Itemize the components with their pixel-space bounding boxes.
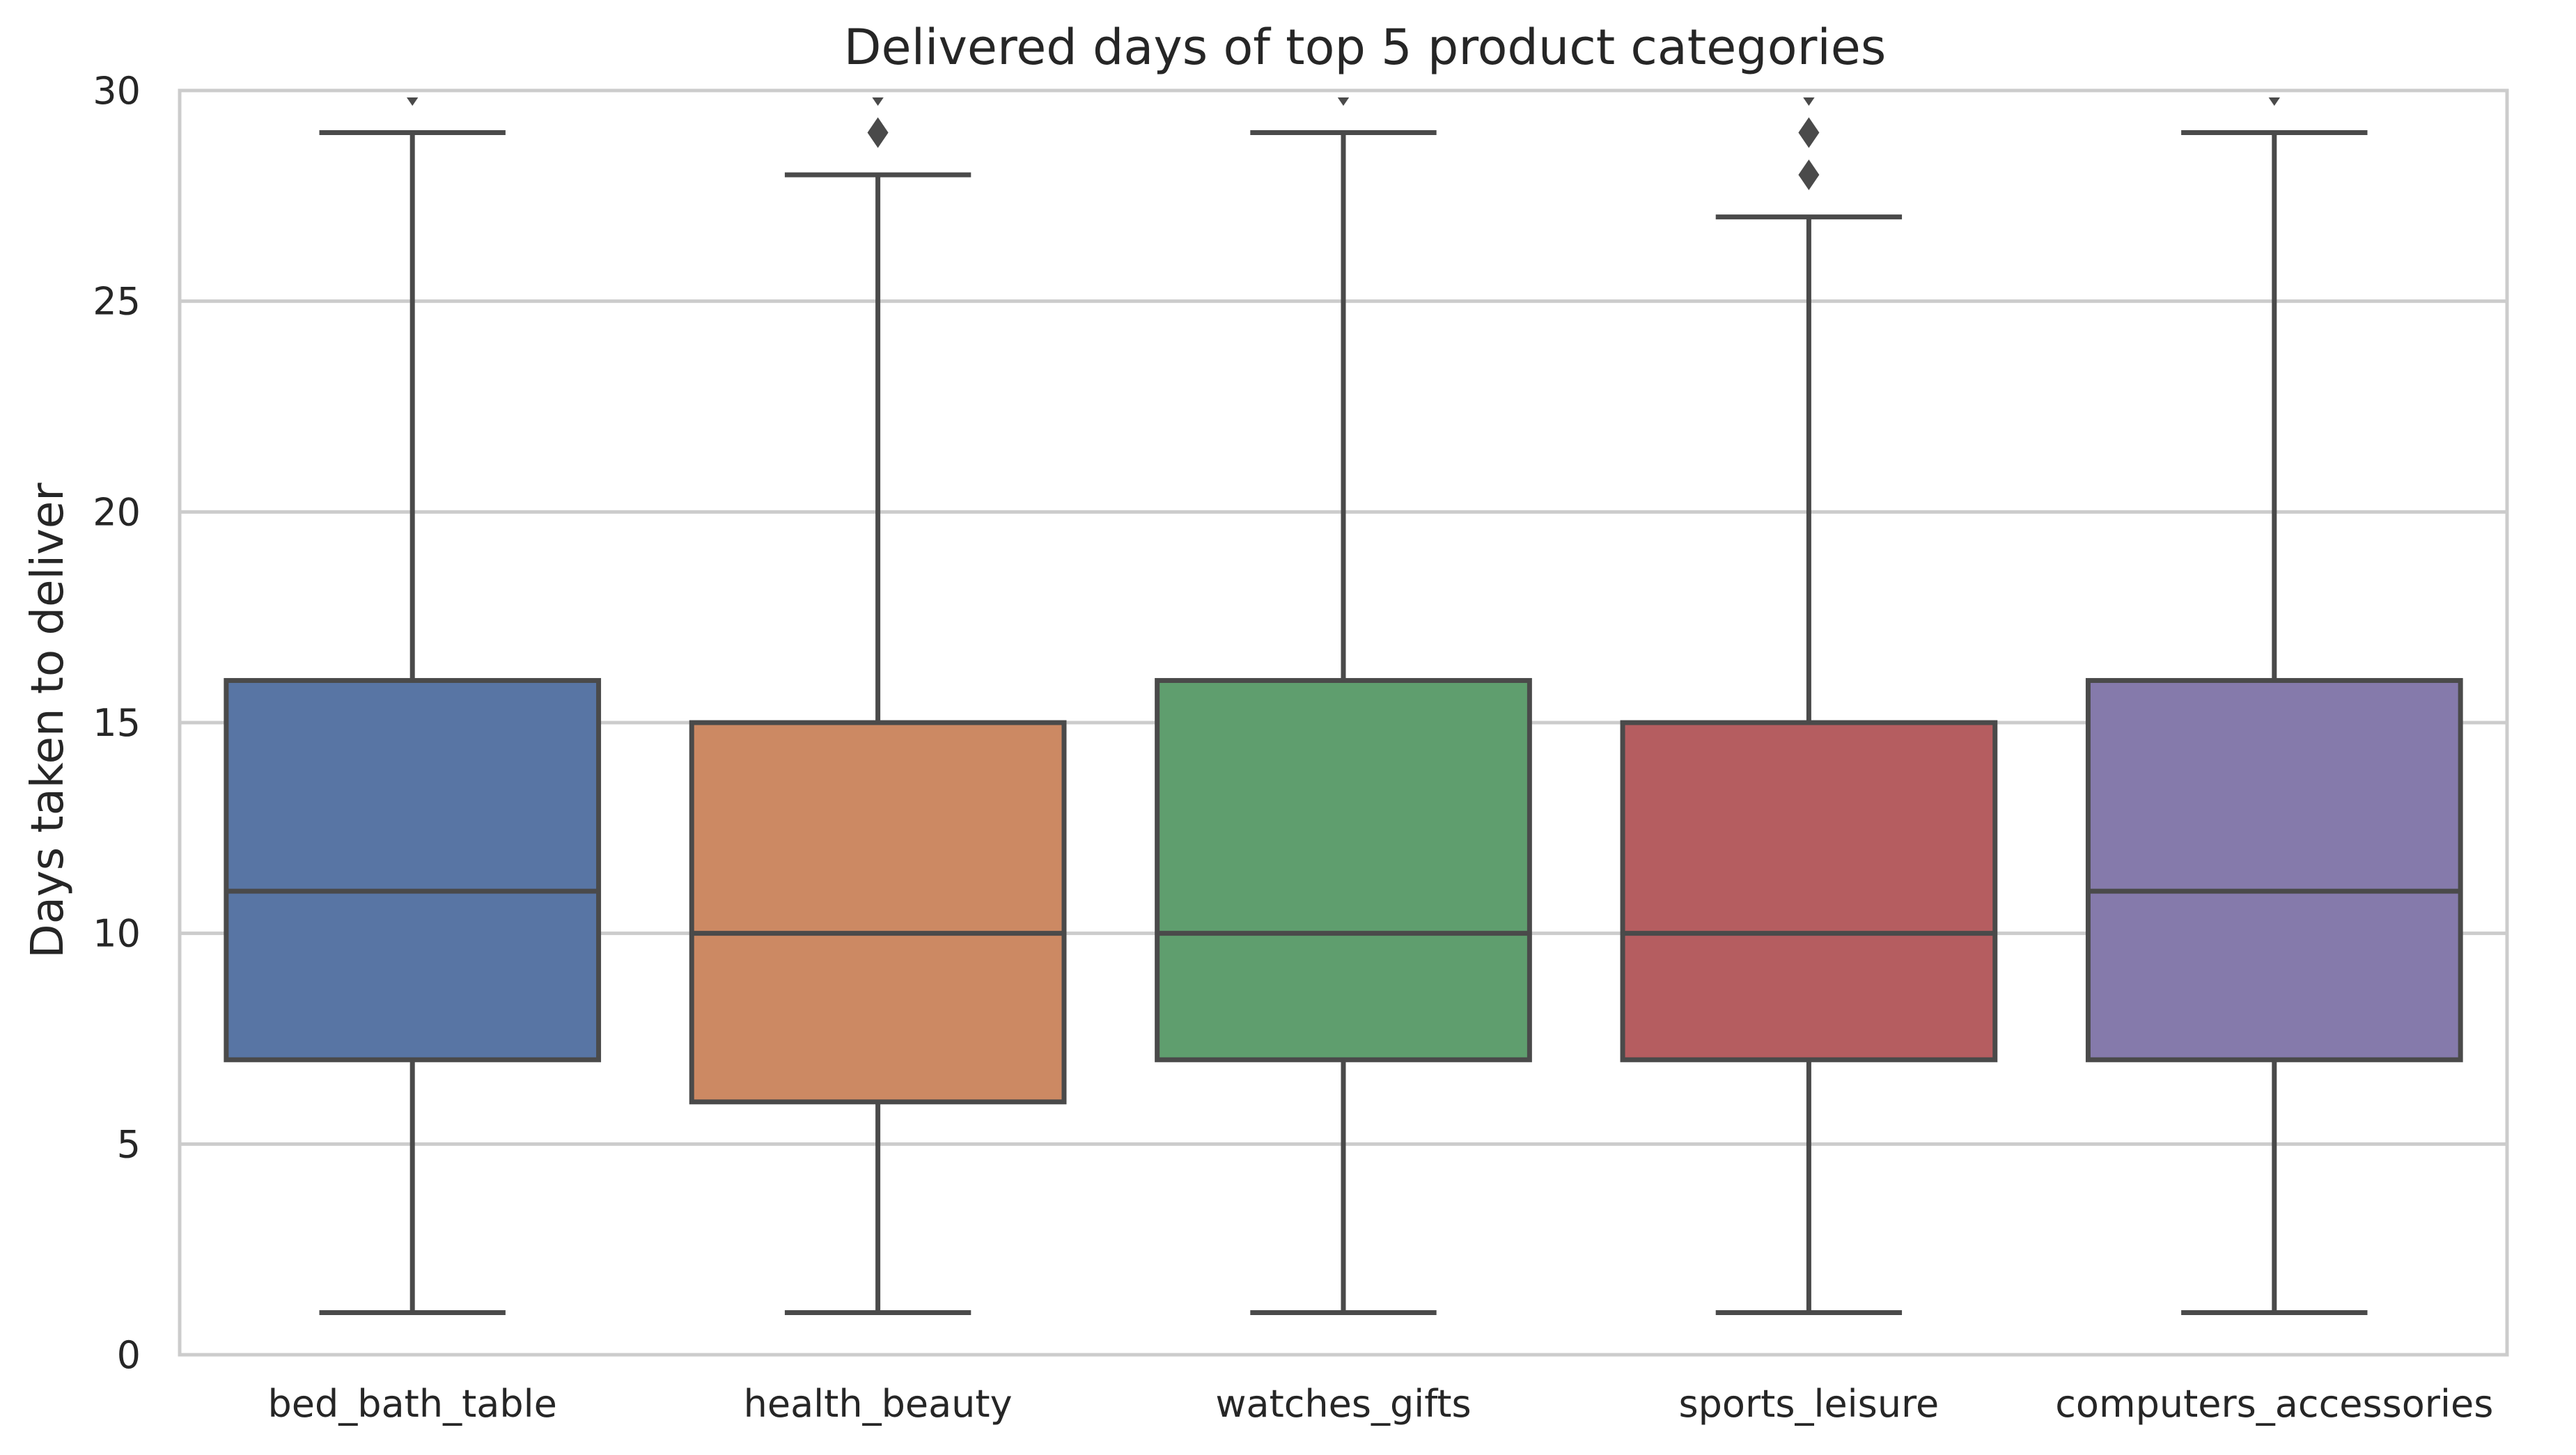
y-tick-5: 5 [117,1122,141,1166]
outlier-point [872,97,884,106]
x-tick-computers_accessories: computers_accessories [2055,1382,2493,1426]
x-tick-health_beauty: health_beauty [744,1382,1013,1426]
box-rect [1155,677,1532,1062]
box-bed_bath_table [224,97,602,1315]
outlier-point [867,117,889,148]
y-tick-15: 15 [93,701,141,745]
y-tick-0: 0 [117,1333,141,1377]
outlier-point [2268,97,2280,106]
y-tick-25: 25 [93,280,141,324]
y-axis-label: Days taken to deliver [22,482,74,959]
box-watches_gifts [1155,97,1532,1315]
chart-title: Delivered days of top 5 product categori… [844,19,1887,76]
box-health_beauty [689,97,1067,1315]
box-rect [1620,720,1998,1062]
box-computers_accessories [2085,97,2463,1315]
x-tick-bed_bath_table: bed_bath_table [268,1382,557,1426]
outliers [2268,97,2280,106]
outlier-point [1337,97,1350,106]
outliers [867,97,889,148]
box-rect [224,677,602,1062]
y-tick-20: 20 [93,490,141,534]
x-tick-sports_leisure: sports_leisure [1679,1382,1939,1426]
x-tick-labels: bed_bath_table health_beauty watches_gifts… [268,1382,2494,1426]
y-tick-labels: 0 5 10 15 20 25 30 [93,69,141,1377]
y-tick-10: 10 [93,912,141,956]
box-sports_leisure [1620,97,1998,1315]
box-rect [2085,677,2463,1062]
outliers [407,97,419,106]
outlier-point [1803,97,1815,106]
box-rect [689,720,1067,1105]
boxes [224,97,2463,1315]
plot-frame [178,88,2509,1357]
outlier-point [1798,159,1820,191]
outlier-point [1798,117,1820,148]
outliers [1337,97,1350,106]
x-tick-watches_gifts: watches_gifts [1215,1382,1471,1426]
outlier-point [407,97,419,106]
outliers [1798,97,1820,191]
y-tick-30: 30 [93,69,141,113]
